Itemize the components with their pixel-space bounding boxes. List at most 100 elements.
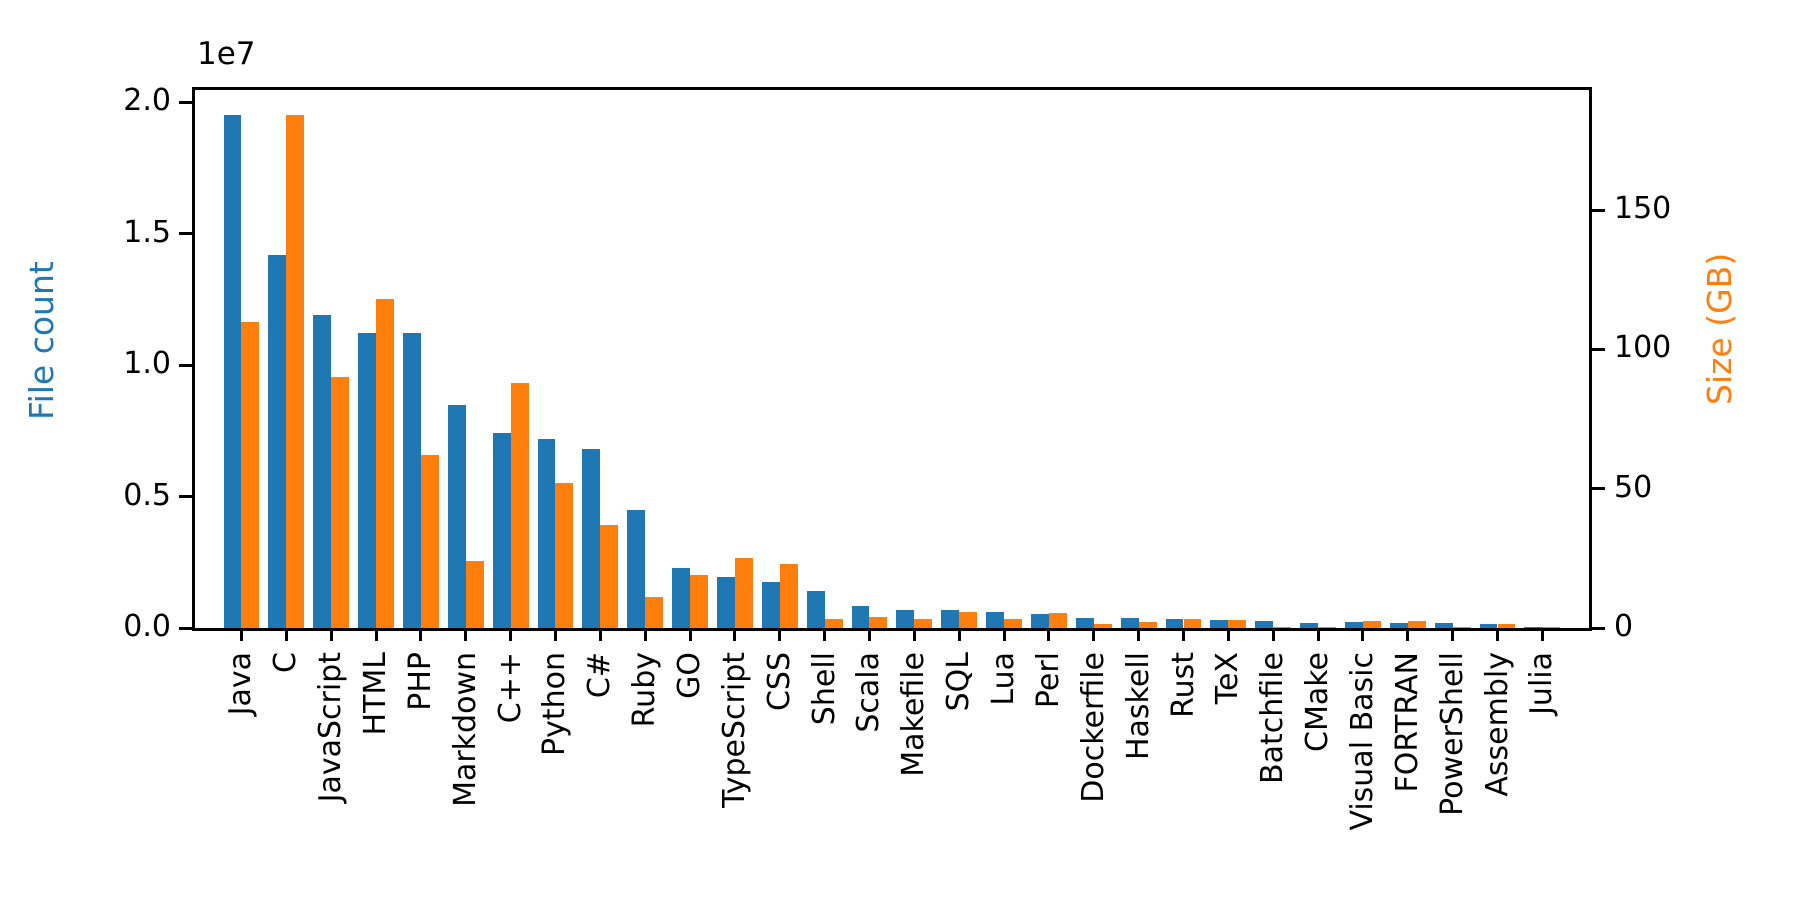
x-tick-label: Batchfile <box>1255 652 1291 784</box>
file-count-bar <box>1300 623 1319 628</box>
x-tick-mark <box>1182 628 1185 641</box>
file-count-bar <box>1120 618 1139 628</box>
x-tick-label: Ruby <box>627 652 663 728</box>
size-bar <box>1362 621 1381 628</box>
left-y-tick-mark <box>179 363 192 367</box>
left-y-tick-mark <box>179 100 192 104</box>
x-tick-label: C++ <box>492 652 528 724</box>
size-bar <box>824 619 843 628</box>
left-y-tick-label: 1.5 <box>123 214 171 250</box>
size-bar <box>1497 624 1516 628</box>
size-bar <box>465 561 484 628</box>
y-axis-offset-text: 1e7 <box>197 36 256 72</box>
x-tick-label: C# <box>582 652 618 699</box>
size-bar <box>1183 619 1202 628</box>
file-count-bar <box>492 433 511 628</box>
size-bar <box>959 612 978 628</box>
x-tick-label: CSS <box>761 652 797 712</box>
x-tick-mark <box>239 628 243 641</box>
right-axis-title: Size (GB) <box>1700 252 1739 405</box>
x-tick-mark <box>1092 628 1096 641</box>
file-count-bar <box>627 509 646 628</box>
x-tick-label: GO <box>672 652 707 699</box>
x-tick-label: Lua <box>986 652 1021 706</box>
x-tick-mark <box>867 628 871 641</box>
size-bar <box>241 321 260 628</box>
x-tick-label: SQL <box>941 652 977 712</box>
x-tick-mark <box>733 628 737 641</box>
x-tick-mark <box>1451 628 1455 641</box>
size-bar <box>869 616 888 628</box>
right-y-tick-label: 150 <box>1614 191 1672 226</box>
x-tick-label: JavaScript <box>313 652 349 803</box>
file-count-bar <box>941 610 960 628</box>
x-tick-label: C <box>268 652 304 673</box>
size-bar <box>734 558 753 628</box>
x-tick-mark <box>1496 628 1499 641</box>
x-tick-mark <box>1406 628 1410 641</box>
x-tick-label: CMake <box>1300 652 1335 752</box>
x-tick-mark <box>1316 628 1320 641</box>
x-tick-mark <box>643 628 647 641</box>
size-bar <box>1048 613 1067 628</box>
right-y-tick-mark <box>1592 347 1605 351</box>
x-tick-mark <box>823 628 827 641</box>
x-tick-label: Makefile <box>896 652 932 777</box>
file-count-bar <box>672 567 691 628</box>
right-y-tick-mark <box>1592 208 1605 212</box>
right-y-tick-mark <box>1592 626 1605 630</box>
x-tick-label: Python <box>537 652 573 756</box>
size-bar <box>1452 626 1471 628</box>
x-tick-mark <box>419 628 423 641</box>
size-bar <box>1318 627 1336 628</box>
x-tick-mark <box>1137 628 1141 641</box>
file-count-bar <box>313 315 332 628</box>
size-bar <box>1138 621 1157 628</box>
file-count-bar <box>1075 617 1094 628</box>
left-y-tick-label: 2.0 <box>123 83 171 118</box>
x-tick-label: Perl <box>1030 652 1066 709</box>
file-count-bar <box>1524 626 1543 628</box>
right-y-tick-label: 100 <box>1614 330 1672 366</box>
left-y-tick-mark <box>179 495 192 498</box>
x-tick-mark <box>688 628 692 641</box>
x-tick-label: Haskell <box>1120 652 1156 761</box>
left-y-tick-mark <box>179 232 192 235</box>
right-y-tick-label: 0 <box>1614 609 1634 644</box>
size-bar <box>331 377 350 628</box>
x-tick-mark <box>553 628 557 641</box>
x-tick-label: Julia <box>1524 652 1560 715</box>
x-tick-mark <box>1226 628 1230 641</box>
x-tick-label: HTML <box>358 652 393 736</box>
file-count-bar <box>851 605 870 628</box>
left-y-tick-label: 0.0 <box>123 609 171 644</box>
file-count-bar <box>896 609 915 628</box>
size-bar <box>645 597 664 628</box>
size-bar <box>779 563 798 628</box>
file-count-bar <box>716 576 735 628</box>
x-tick-mark <box>374 628 378 641</box>
file-count-bar <box>402 333 421 628</box>
right-y-tick-mark <box>1592 487 1605 491</box>
size-bar <box>1004 618 1022 628</box>
file-count-bar <box>986 612 1005 628</box>
file-count-bar <box>582 449 601 628</box>
x-tick-mark <box>1271 628 1275 641</box>
file-count-bar <box>1165 619 1184 628</box>
size-bar <box>600 524 619 628</box>
size-bar <box>1228 619 1247 628</box>
x-tick-label: PowerShell <box>1434 652 1470 816</box>
size-bar <box>510 382 529 628</box>
left-y-tick-label: 0.5 <box>123 477 171 513</box>
x-tick-label: Java <box>223 652 259 716</box>
size-bar <box>914 619 933 628</box>
file-count-bar <box>1479 624 1498 628</box>
x-tick-label: Markdown <box>447 652 483 807</box>
size-bar <box>1093 624 1112 628</box>
file-count-bar <box>1434 623 1453 628</box>
left-y-tick-label: 1.0 <box>123 346 171 381</box>
file-count-bar <box>223 115 242 628</box>
x-tick-label: Dockerfile <box>1075 652 1111 803</box>
file-count-bar <box>1255 620 1274 628</box>
